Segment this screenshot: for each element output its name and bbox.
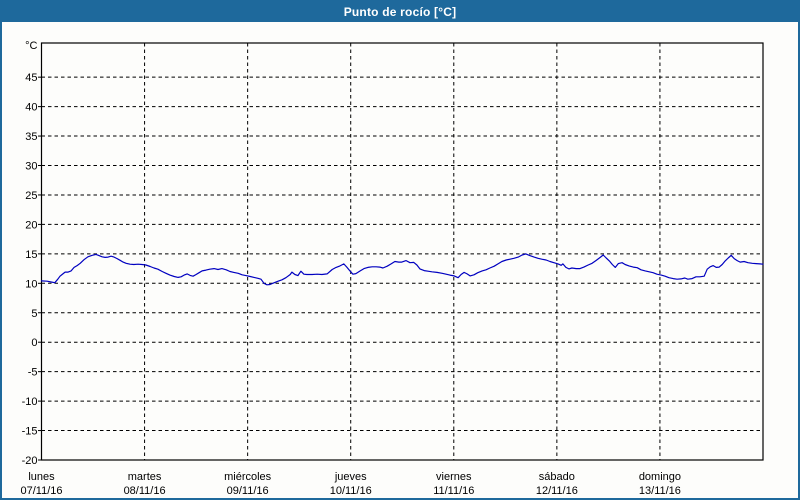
y-tick-label: 0 xyxy=(31,337,37,349)
x-day-label: martes xyxy=(128,471,162,483)
y-tick-label: 35 xyxy=(25,131,37,143)
plot-background xyxy=(41,43,763,460)
y-tick-label: 45 xyxy=(25,72,37,84)
y-tick-label: -5 xyxy=(28,367,38,379)
x-date-label: 07/11/16 xyxy=(20,485,62,497)
x-date-label: 12/11/16 xyxy=(536,485,578,497)
y-tick-label: 10 xyxy=(25,278,37,290)
x-day-label: domingo xyxy=(639,471,681,483)
y-tick-label: 30 xyxy=(25,161,37,173)
y-tick-label: 25 xyxy=(25,190,37,202)
plot-border xyxy=(40,42,764,461)
x-day-label: viernes xyxy=(436,471,472,483)
x-date-label: 08/11/16 xyxy=(124,485,166,497)
y-tick-label: 15 xyxy=(25,249,37,261)
y-axis-unit-label: °C xyxy=(25,40,37,52)
y-tick-label: -15 xyxy=(22,426,38,438)
x-date-label: 13/11/16 xyxy=(639,485,681,497)
y-tick-label: -20 xyxy=(22,455,38,467)
x-day-label: miércoles xyxy=(224,471,272,483)
y-tick-label: -10 xyxy=(22,396,38,408)
x-day-label: jueves xyxy=(334,471,367,483)
title-bar: Punto de rocío [°C] xyxy=(2,2,798,22)
x-date-label: 11/11/16 xyxy=(433,485,474,497)
y-tick-label: 40 xyxy=(25,102,37,114)
series-line xyxy=(40,253,764,286)
y-tick-label: 20 xyxy=(25,219,37,231)
x-date-label: 09/11/16 xyxy=(227,485,269,497)
y-tick-label: 5 xyxy=(31,308,37,320)
x-day-label: sábado xyxy=(539,471,575,483)
x-date-label: 10/11/16 xyxy=(330,485,372,497)
chart-title: Punto de rocío [°C] xyxy=(343,5,457,19)
x-day-label: lunes xyxy=(28,471,55,483)
